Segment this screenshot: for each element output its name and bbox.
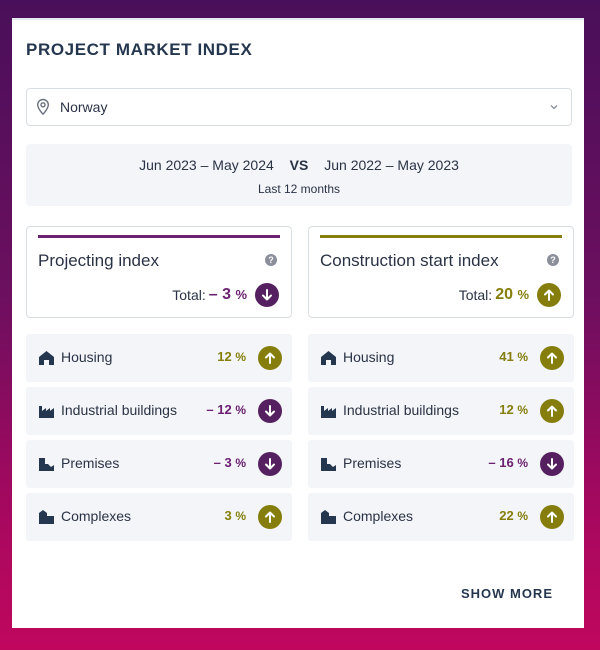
arrow-up-icon bbox=[537, 283, 561, 307]
projecting-row-complexes: Complexes 3 % bbox=[26, 493, 292, 541]
premises-icon bbox=[39, 458, 54, 471]
construction-index-label: Construction start index bbox=[320, 251, 499, 270]
construction-total: Total: 20 % bbox=[459, 283, 561, 307]
construction-row-housing: Housing 41 % bbox=[308, 334, 574, 382]
location-pin-icon bbox=[36, 98, 50, 116]
total-value: – 3 % bbox=[208, 286, 247, 303]
arrow-up-icon bbox=[258, 505, 282, 529]
chevron-down-icon bbox=[550, 105, 558, 110]
construction-accent-bar bbox=[320, 235, 562, 238]
construction-row-complexes: Complexes 22 % bbox=[308, 493, 574, 541]
arrow-up-icon bbox=[540, 399, 564, 423]
premises-icon bbox=[321, 458, 336, 471]
arrow-up-icon bbox=[258, 346, 282, 370]
arrow-up-icon bbox=[540, 505, 564, 529]
projecting-total: Total: – 3 % bbox=[172, 283, 279, 307]
location-value: Norway bbox=[60, 99, 108, 115]
total-value: 20 % bbox=[495, 286, 529, 303]
projecting-row-housing: Housing 12 % bbox=[26, 334, 292, 382]
construction-row-premises: Premises – 16 % bbox=[308, 440, 574, 488]
construction-row-industrial: Industrial buildings 12 % bbox=[308, 387, 574, 435]
projecting-index-label: Projecting index bbox=[38, 251, 159, 270]
arrow-down-icon bbox=[258, 452, 282, 476]
arrow-down-icon bbox=[255, 283, 279, 307]
total-label: Total: bbox=[458, 287, 493, 303]
help-icon[interactable]: ? bbox=[547, 254, 559, 266]
complexes-icon bbox=[321, 510, 336, 524]
construction-index-card: Construction start index ? Total: 20 % bbox=[308, 226, 574, 318]
arrow-down-icon bbox=[258, 399, 282, 423]
period-note: Last 12 months bbox=[257, 182, 341, 196]
factory-icon bbox=[321, 406, 336, 418]
projecting-row-premises: Premises – 3 % bbox=[26, 440, 292, 488]
housing-icon bbox=[321, 351, 336, 365]
show-more-button[interactable]: SHOW MORE bbox=[460, 586, 553, 601]
arrow-down-icon bbox=[540, 452, 564, 476]
page-title: PROJECT MARKET INDEX bbox=[26, 40, 253, 59]
factory-icon bbox=[39, 406, 54, 418]
previous-period: Jun 2022 – May 2023 bbox=[324, 157, 459, 173]
current-period: Jun 2023 – May 2024 bbox=[139, 157, 274, 173]
market-index-card: PROJECT MARKET INDEX Norway Jun 2023 – M… bbox=[12, 18, 584, 628]
total-label: Total: bbox=[172, 287, 206, 303]
housing-icon bbox=[39, 351, 54, 365]
complexes-icon bbox=[39, 510, 54, 524]
projecting-row-industrial: Industrial buildings – 12 % bbox=[26, 387, 292, 435]
projecting-index-card: Projecting index ? Total: – 3 % bbox=[26, 226, 292, 318]
period-comparison: Jun 2023 – May 2024 VS Jun 2022 – May 20… bbox=[26, 144, 572, 206]
vs-label: VS bbox=[289, 157, 309, 173]
location-select[interactable]: Norway bbox=[26, 88, 572, 126]
arrow-up-icon bbox=[540, 346, 564, 370]
help-icon[interactable]: ? bbox=[265, 254, 277, 266]
projecting-accent-bar bbox=[38, 235, 280, 238]
